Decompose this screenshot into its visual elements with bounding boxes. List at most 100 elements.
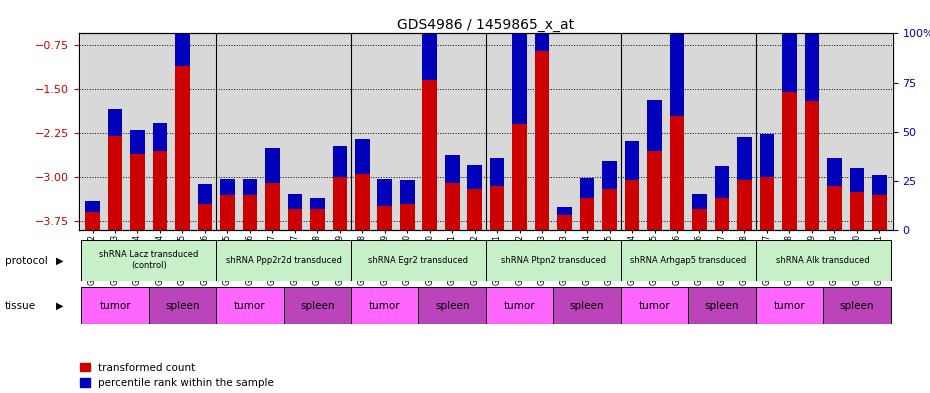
Bar <box>175 0 190 66</box>
Bar <box>445 183 459 230</box>
Bar <box>220 179 234 195</box>
Bar <box>130 130 145 154</box>
Bar <box>130 154 145 230</box>
Text: tumor: tumor <box>369 301 401 310</box>
Bar <box>287 194 302 209</box>
Bar <box>351 33 374 230</box>
Bar <box>688 287 756 324</box>
Bar <box>756 33 778 230</box>
Bar <box>801 33 823 230</box>
Bar <box>400 180 415 204</box>
Bar <box>778 33 801 230</box>
Bar <box>333 146 347 177</box>
Bar <box>579 178 594 198</box>
Bar <box>827 158 842 186</box>
Bar <box>872 195 886 230</box>
Bar <box>804 101 819 230</box>
Bar <box>823 287 891 324</box>
Bar <box>760 177 774 230</box>
Bar <box>485 33 509 230</box>
Bar <box>149 33 171 230</box>
Bar <box>733 33 756 230</box>
Bar <box>579 198 594 230</box>
Bar <box>193 33 216 230</box>
Bar <box>126 33 149 230</box>
Bar <box>216 33 239 230</box>
Bar <box>782 92 797 230</box>
Text: tumor: tumor <box>504 301 536 310</box>
Bar <box>243 195 258 230</box>
Bar <box>509 33 531 230</box>
Text: shRNA Alk transduced: shRNA Alk transduced <box>777 256 870 265</box>
Bar <box>445 156 459 183</box>
Text: shRNA Egr2 transduced: shRNA Egr2 transduced <box>368 256 469 265</box>
Bar <box>265 183 280 230</box>
Bar <box>621 287 688 324</box>
Bar <box>355 174 369 230</box>
Bar <box>378 179 392 206</box>
Bar <box>872 175 886 195</box>
Bar <box>485 287 553 324</box>
Bar <box>310 209 325 230</box>
Bar <box>351 240 485 281</box>
Bar <box>576 33 598 230</box>
Bar <box>175 66 190 230</box>
Bar <box>688 33 711 230</box>
Bar <box>849 168 864 192</box>
Bar <box>490 158 504 186</box>
Bar <box>485 240 621 281</box>
Bar <box>553 33 576 230</box>
Bar <box>625 141 639 180</box>
Bar <box>463 33 485 230</box>
Text: shRNA Ppp2r2d transduced: shRNA Ppp2r2d transduced <box>226 256 341 265</box>
Bar <box>198 204 212 230</box>
Bar <box>86 200 100 212</box>
Bar <box>711 33 733 230</box>
Bar <box>849 192 864 230</box>
Bar <box>396 33 418 230</box>
Bar <box>603 189 617 230</box>
Bar <box>86 212 100 230</box>
Bar <box>868 33 891 230</box>
Bar <box>287 209 302 230</box>
Bar <box>418 287 485 324</box>
Text: tumor: tumor <box>774 301 805 310</box>
Bar <box>261 33 284 230</box>
Text: spleen: spleen <box>166 301 200 310</box>
Bar <box>670 6 684 116</box>
Bar <box>512 34 527 124</box>
Bar <box>553 287 621 324</box>
Bar <box>378 206 392 230</box>
Text: shRNA Arhgap5 transduced: shRNA Arhgap5 transduced <box>631 256 747 265</box>
Bar <box>468 165 482 189</box>
Title: GDS4986 / 1459865_x_at: GDS4986 / 1459865_x_at <box>397 18 575 32</box>
Bar <box>328 33 351 230</box>
Text: tumor: tumor <box>639 301 671 310</box>
Text: spleen: spleen <box>300 301 335 310</box>
Bar <box>760 134 774 177</box>
Bar <box>714 166 729 198</box>
Bar <box>153 123 167 151</box>
Bar <box>823 33 845 230</box>
Bar <box>714 198 729 230</box>
Bar <box>621 33 644 230</box>
Text: tumor: tumor <box>234 301 266 310</box>
Bar <box>441 33 463 230</box>
Bar <box>692 194 707 209</box>
Bar <box>804 0 819 101</box>
Bar <box>621 240 756 281</box>
Text: shRNA Ptpn2 transduced: shRNA Ptpn2 transduced <box>501 256 605 265</box>
Text: tumor: tumor <box>100 301 131 310</box>
Bar <box>355 139 369 174</box>
Bar <box>666 33 688 230</box>
Bar <box>104 33 126 230</box>
Bar <box>535 0 550 51</box>
Bar <box>216 240 351 281</box>
Bar <box>490 186 504 230</box>
Bar <box>108 136 123 230</box>
Bar <box>782 0 797 92</box>
Bar <box>333 177 347 230</box>
Bar <box>737 137 751 180</box>
Text: shRNA Lacz transduced
(control): shRNA Lacz transduced (control) <box>100 250 198 270</box>
Text: ▶: ▶ <box>56 255 63 266</box>
